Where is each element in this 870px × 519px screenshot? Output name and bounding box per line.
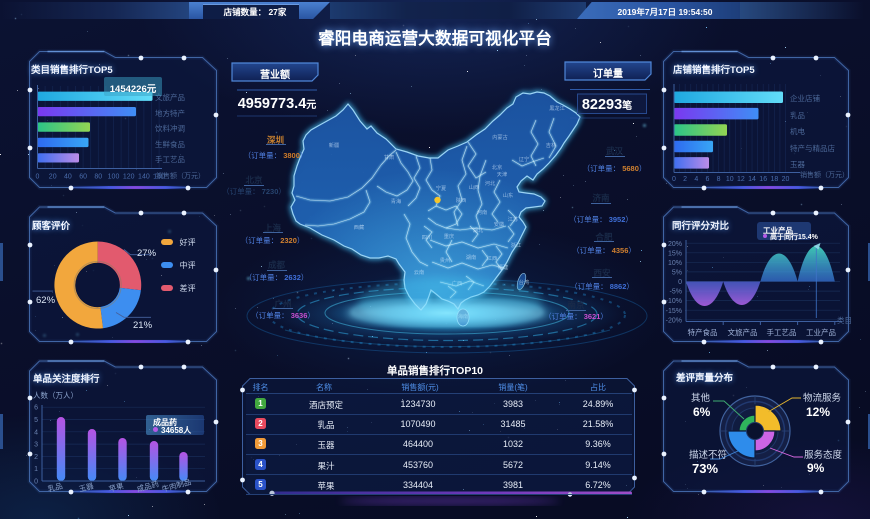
- svg-text:3: 3: [34, 442, 38, 449]
- svg-text:甘肃: 甘肃: [384, 153, 394, 161]
- svg-text:湖北: 湖北: [473, 226, 484, 234]
- svg-text:10: 10: [726, 176, 734, 183]
- svg-text:18: 18: [771, 176, 779, 183]
- svg-text:湖南: 湖南: [466, 253, 476, 261]
- svg-text:河南: 河南: [477, 208, 487, 216]
- svg-text:100: 100: [108, 174, 120, 181]
- svg-text:20: 20: [782, 176, 790, 183]
- svg-text:4: 4: [34, 429, 38, 436]
- svg-text:福建: 福建: [498, 263, 508, 271]
- svg-text:40: 40: [64, 174, 72, 181]
- svg-text:6: 6: [34, 405, 38, 412]
- svg-text:10%: 10%: [668, 260, 682, 267]
- svg-text:60: 60: [79, 174, 87, 181]
- svg-text:0: 0: [678, 279, 682, 286]
- svg-text:青海: 青海: [391, 197, 401, 205]
- svg-text:140: 140: [138, 174, 150, 181]
- svg-text:8: 8: [717, 176, 721, 183]
- svg-text:2: 2: [34, 454, 38, 461]
- svg-text:5%: 5%: [672, 270, 682, 277]
- svg-text:江苏: 江苏: [508, 215, 518, 223]
- svg-text:16: 16: [759, 176, 767, 183]
- svg-text:0: 0: [672, 176, 676, 183]
- svg-text:西藏: 西藏: [354, 223, 365, 231]
- svg-text:河北: 河北: [485, 179, 496, 187]
- svg-text:0: 0: [36, 174, 40, 181]
- svg-text:5: 5: [34, 417, 38, 424]
- svg-text:黑龙江: 黑龙江: [549, 104, 565, 112]
- svg-text:山西: 山西: [469, 183, 479, 191]
- svg-text:重庆: 重庆: [444, 232, 454, 240]
- svg-text:6: 6: [706, 176, 710, 183]
- svg-text:江西: 江西: [487, 255, 497, 262]
- svg-text:天津: 天津: [497, 171, 507, 178]
- svg-text:12: 12: [737, 176, 745, 183]
- svg-text:宁夏: 宁夏: [436, 184, 447, 192]
- svg-text:14: 14: [748, 176, 756, 183]
- svg-text:安徽: 安徽: [494, 220, 505, 228]
- svg-text:贵州: 贵州: [440, 256, 450, 264]
- svg-text:陕西: 陕西: [456, 196, 466, 204]
- svg-text:-15%: -15%: [666, 308, 682, 315]
- svg-text:120: 120: [123, 174, 135, 181]
- svg-text:北京: 北京: [492, 163, 502, 171]
- svg-text:4: 4: [694, 176, 698, 183]
- svg-text:1: 1: [34, 466, 38, 473]
- svg-text:-20%: -20%: [666, 317, 682, 324]
- svg-text:山东: 山东: [503, 191, 513, 199]
- svg-text:0: 0: [34, 479, 38, 486]
- svg-text:15%: 15%: [668, 250, 682, 257]
- svg-text:云南: 云南: [414, 268, 424, 276]
- svg-text:内蒙古: 内蒙古: [492, 133, 508, 141]
- svg-text:台湾: 台湾: [519, 278, 529, 286]
- svg-text:80: 80: [94, 174, 102, 181]
- svg-text:20%: 20%: [668, 241, 682, 248]
- svg-text:-10%: -10%: [666, 298, 682, 305]
- svg-text:浙江: 浙江: [511, 241, 521, 249]
- svg-text:四川: 四川: [422, 234, 432, 241]
- svg-text:-5%: -5%: [670, 289, 682, 296]
- svg-text:吉林: 吉林: [546, 141, 557, 149]
- svg-text:2: 2: [683, 176, 687, 183]
- svg-text:辽宁: 辽宁: [519, 155, 529, 163]
- svg-text:160: 160: [153, 174, 165, 181]
- svg-text:新疆: 新疆: [329, 141, 339, 149]
- svg-text:20: 20: [49, 174, 57, 181]
